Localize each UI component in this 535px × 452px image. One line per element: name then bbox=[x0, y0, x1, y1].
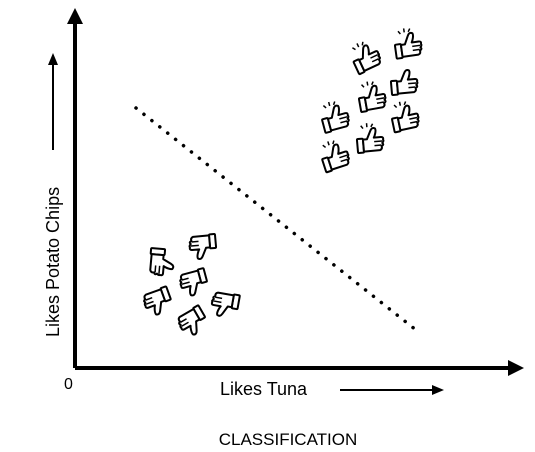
thumbs-up-icon bbox=[388, 99, 422, 134]
thumbs-up-icon bbox=[318, 138, 353, 174]
y-axis bbox=[67, 8, 83, 368]
thumbs-up-icon bbox=[318, 99, 352, 134]
thumbs-down-icon bbox=[147, 247, 176, 278]
thumbs-up-icon bbox=[348, 40, 385, 76]
origin-label: 0 bbox=[64, 376, 73, 393]
thumbs-down-icon bbox=[208, 289, 241, 320]
thumbs-down-cluster bbox=[140, 232, 241, 340]
y-axis-label-arrow-icon bbox=[48, 53, 58, 150]
thumbs-down-icon bbox=[174, 304, 212, 340]
y-axis-label: Likes Potato Chips bbox=[43, 187, 63, 337]
thumbs-up-cluster bbox=[318, 26, 424, 174]
thumbs-up-icon bbox=[356, 79, 389, 114]
decision-boundary bbox=[134, 106, 418, 332]
thumbs-up-icon bbox=[392, 26, 424, 60]
x-axis bbox=[75, 360, 524, 376]
thumbs-up-icon bbox=[389, 68, 420, 97]
thumbs-down-icon bbox=[187, 232, 218, 261]
x-axis-label-arrow-icon bbox=[340, 385, 444, 395]
thumbs-down-icon bbox=[177, 267, 211, 299]
x-axis-label: Likes Tuna bbox=[220, 379, 308, 399]
thumbs-down-icon bbox=[140, 285, 176, 319]
thumbs-up-icon bbox=[355, 121, 386, 155]
diagram-caption: CLASSIFICATION bbox=[219, 430, 358, 449]
